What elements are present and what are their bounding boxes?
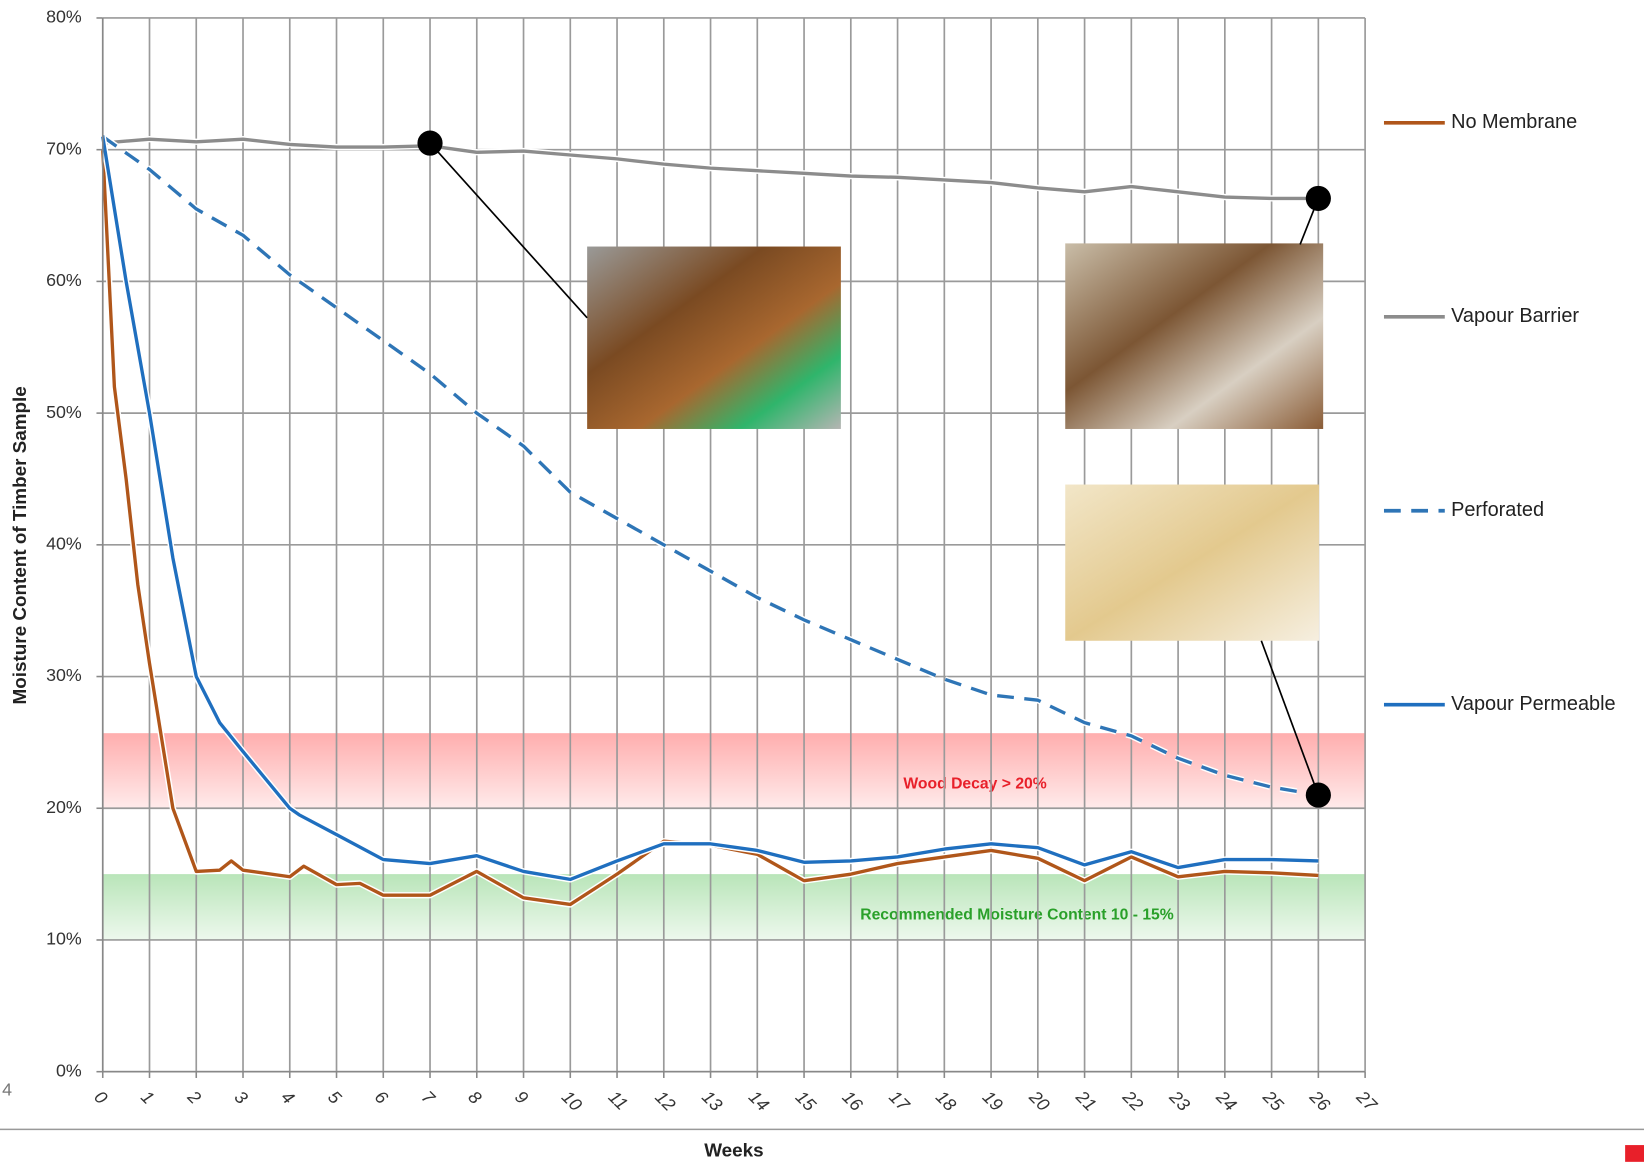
callout-dot <box>1305 185 1331 212</box>
x-tick-label: 17 <box>885 1087 914 1116</box>
photo <box>1065 243 1324 429</box>
band-fade <box>102 733 1366 809</box>
x-tick-label: 24 <box>1212 1086 1241 1115</box>
x-tick-label: 13 <box>698 1087 726 1115</box>
legend-label: No Membrane <box>1451 111 1577 133</box>
y-tick-label: 70% <box>46 138 82 158</box>
legend-label: Vapour Barrier <box>1451 305 1579 327</box>
y-tick-label: 20% <box>46 797 82 817</box>
legend-label: Perforated <box>1451 499 1544 521</box>
x-tick-label: 12 <box>651 1087 679 1115</box>
series-line <box>101 149 1319 907</box>
callouts <box>417 130 1331 808</box>
x-tick-label: 10 <box>558 1087 586 1115</box>
x-tick-label: 18 <box>932 1087 960 1115</box>
x-tick-label: 6 <box>371 1087 392 1108</box>
x-tick-label: 1 <box>137 1087 158 1108</box>
y-axis-title: Moisture Content of Timber Sample <box>9 386 30 704</box>
band-fade <box>102 874 1366 940</box>
series <box>99 133 1319 908</box>
x-tick-label: 8 <box>464 1087 485 1108</box>
x-tick-label: 0 <box>90 1087 111 1108</box>
y-tick-label: 40% <box>46 534 82 554</box>
y-tick-label: 80% <box>46 7 82 27</box>
page-number: 4 <box>2 1079 12 1099</box>
x-tick-label: 11 <box>605 1087 632 1114</box>
series-line <box>101 135 1319 797</box>
y-tick-label: 10% <box>46 929 82 949</box>
footer-logo <box>1625 1145 1644 1162</box>
photo <box>1065 484 1319 641</box>
callout-line <box>1260 640 1320 796</box>
x-tick-label: 2 <box>183 1086 205 1108</box>
photo <box>587 246 841 429</box>
series-line <box>102 137 1319 201</box>
legend: No Membrane Vapour Barrier Perforated Vapou… <box>1383 111 1616 715</box>
x-tick-label: 26 <box>1305 1086 1334 1115</box>
band-label: Recommended Moisture Content 10 - 15% <box>860 907 1174 924</box>
x-tick-label: 15 <box>792 1087 820 1115</box>
callout-dot <box>417 130 443 156</box>
y-tick-label: 0% <box>56 1060 82 1080</box>
x-axis-title: Weeks <box>704 1139 763 1160</box>
callout-line <box>429 142 588 319</box>
x-tick-label: 7 <box>418 1087 440 1109</box>
x-tick-label: 16 <box>838 1087 866 1115</box>
x-tick-label: 3 <box>231 1087 252 1108</box>
x-tick-label: 23 <box>1165 1086 1194 1115</box>
y-tick-label: 60% <box>46 270 82 290</box>
band-label: Wood Decay > 20% <box>903 776 1046 793</box>
x-tick-label: 21 <box>1071 1086 1100 1115</box>
callout-dot <box>1305 782 1331 808</box>
x-tick-label: 9 <box>511 1087 532 1108</box>
x-tick-label: 4 <box>277 1087 298 1108</box>
x-tick-label: 22 <box>1118 1086 1147 1115</box>
y-tick-label: 50% <box>46 402 82 422</box>
x-tick-label: 19 <box>979 1087 1007 1115</box>
photos <box>587 243 1324 641</box>
x-tick-label: 25 <box>1258 1086 1287 1115</box>
x-tick-label: 14 <box>745 1087 773 1115</box>
series-line <box>101 136 1319 882</box>
legend-label: Vapour Permeable <box>1451 693 1616 715</box>
bands: Wood Decay > 20% Recommended Moisture Con… <box>102 733 1366 940</box>
x-tick-label: 27 <box>1352 1086 1382 1116</box>
x-tick-label: 20 <box>1025 1086 1054 1115</box>
y-tick-label: 30% <box>46 665 82 685</box>
x-tick-label: 5 <box>324 1087 345 1108</box>
